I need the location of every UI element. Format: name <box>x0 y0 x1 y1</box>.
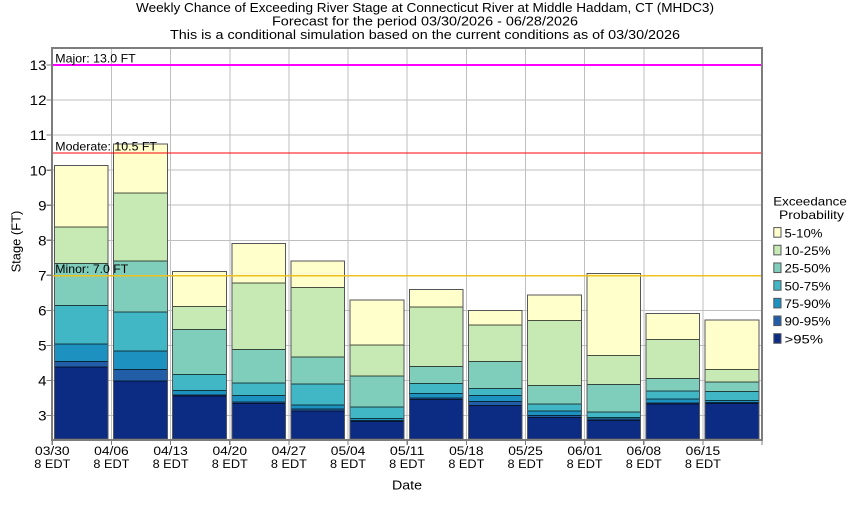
svg-text:03/30: 03/30 <box>35 444 70 458</box>
svg-text:04/13: 04/13 <box>153 444 188 458</box>
svg-text:06/01: 06/01 <box>567 444 602 458</box>
svg-text:8 EDT: 8 EDT <box>212 457 249 471</box>
svg-text:Minor: 7.0 FT: Minor: 7.0 FT <box>55 262 128 276</box>
svg-text:8 EDT: 8 EDT <box>685 457 722 471</box>
svg-text:8: 8 <box>38 233 47 249</box>
svg-text:05/25: 05/25 <box>508 444 543 458</box>
svg-text:11: 11 <box>30 128 47 144</box>
svg-text:05/11: 05/11 <box>390 444 425 458</box>
svg-text:12: 12 <box>30 93 47 109</box>
svg-text:10: 10 <box>30 163 47 179</box>
svg-text:04/20: 04/20 <box>213 444 248 458</box>
svg-text:05/04: 05/04 <box>331 444 366 458</box>
svg-text:90-95%: 90-95% <box>785 315 832 329</box>
svg-text:5: 5 <box>38 339 47 355</box>
svg-text:Stage (FT): Stage (FT) <box>9 211 24 273</box>
svg-text:Weekly Chance of Exceeding Riv: Weekly Chance of Exceeding River Stage a… <box>136 1 714 15</box>
svg-text:8 EDT: 8 EDT <box>508 457 545 471</box>
svg-text:4: 4 <box>38 374 47 390</box>
svg-text:3: 3 <box>38 409 47 425</box>
svg-text:10-25%: 10-25% <box>785 244 832 258</box>
svg-text:Date: Date <box>392 477 422 492</box>
svg-text:Major: 13.0 FT: Major: 13.0 FT <box>55 51 135 65</box>
svg-text:Forecast for the period 03/30/: Forecast for the period 03/30/2026 - 06/… <box>272 14 578 28</box>
svg-text:8 EDT: 8 EDT <box>626 457 663 471</box>
svg-text:8 EDT: 8 EDT <box>448 457 485 471</box>
svg-text:06/15: 06/15 <box>686 444 721 458</box>
svg-text:8 EDT: 8 EDT <box>34 457 71 471</box>
svg-text:7: 7 <box>38 268 47 284</box>
svg-text:04/06: 04/06 <box>94 444 129 458</box>
svg-text:8 EDT: 8 EDT <box>389 457 426 471</box>
svg-text:5-10%: 5-10% <box>785 226 824 240</box>
svg-text:Exceedance: Exceedance <box>773 194 847 208</box>
svg-text:Probability: Probability <box>779 208 844 222</box>
svg-text:8 EDT: 8 EDT <box>271 457 308 471</box>
svg-text:8 EDT: 8 EDT <box>330 457 367 471</box>
svg-text:8 EDT: 8 EDT <box>153 457 190 471</box>
svg-text:75-90%: 75-90% <box>785 297 832 311</box>
svg-text:06/08: 06/08 <box>627 444 662 458</box>
svg-text:This is a conditional simulati: This is a conditional simulation based o… <box>170 28 680 42</box>
svg-text:6: 6 <box>38 303 47 319</box>
svg-text:50-75%: 50-75% <box>785 279 832 293</box>
svg-text:Moderate: 10.5 FT: Moderate: 10.5 FT <box>55 140 157 154</box>
svg-text:>95%: >95% <box>785 332 824 346</box>
svg-text:8 EDT: 8 EDT <box>93 457 130 471</box>
svg-text:05/18: 05/18 <box>449 444 484 458</box>
svg-text:13: 13 <box>30 58 47 74</box>
svg-text:9: 9 <box>38 198 47 214</box>
svg-text:8 EDT: 8 EDT <box>567 457 604 471</box>
svg-text:25-50%: 25-50% <box>785 262 832 276</box>
svg-text:04/27: 04/27 <box>272 444 307 458</box>
